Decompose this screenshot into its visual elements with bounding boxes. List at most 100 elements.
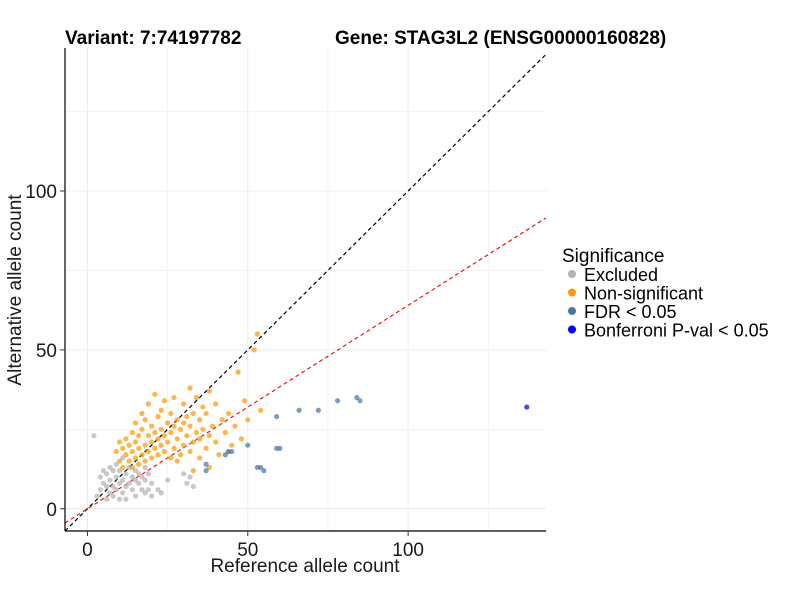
point-excluded <box>110 483 116 490</box>
point-non-significant <box>213 439 219 445</box>
point-non-significant <box>171 394 177 401</box>
point-excluded <box>190 483 196 490</box>
point-excluded <box>129 487 135 493</box>
point-fdr-0-05 <box>274 414 280 420</box>
point-non-significant <box>132 439 139 445</box>
point-non-significant <box>132 455 139 461</box>
point-non-significant <box>216 452 222 458</box>
point-non-significant <box>258 407 264 413</box>
point-excluded <box>142 490 148 496</box>
point-non-significant <box>197 417 203 423</box>
x-axis-ticks: 0 50 100 <box>82 531 424 561</box>
point-non-significant <box>184 433 190 439</box>
y-axis-ticks: 0 50 100 <box>25 182 65 521</box>
point-non-significant <box>161 398 168 404</box>
point-excluded <box>123 496 129 502</box>
point-excluded <box>148 493 155 499</box>
point-excluded <box>116 468 123 474</box>
point-fdr-0-05 <box>277 445 283 451</box>
chart-title-variant: Variant: 7:74197782 <box>65 28 241 49</box>
point-excluded <box>116 480 123 486</box>
point-excluded <box>110 493 116 499</box>
point-non-significant <box>190 410 196 417</box>
x-tick-label: 50 <box>237 540 258 561</box>
point-fdr-0-05 <box>315 407 321 413</box>
point-non-significant <box>168 429 174 436</box>
point-excluded <box>142 477 148 483</box>
point-excluded <box>107 464 113 471</box>
reference-lines <box>65 53 546 531</box>
y-tick-label: 50 <box>36 341 57 362</box>
point-excluded <box>100 480 107 486</box>
point-excluded <box>100 468 107 474</box>
point-excluded <box>187 474 193 480</box>
point-non-significant <box>200 404 206 410</box>
point-non-significant <box>197 436 203 442</box>
chart-title-gene: Gene: STAG3L2 (ENSG00000160828) <box>335 28 666 49</box>
point-non-significant <box>145 433 151 439</box>
point-excluded <box>113 461 119 467</box>
point-excluded <box>97 474 103 480</box>
point-excluded <box>132 468 139 474</box>
point-non-significant <box>148 455 155 461</box>
point-non-significant <box>136 445 142 451</box>
point-non-significant <box>129 464 135 471</box>
point-non-significant <box>158 407 164 413</box>
point-non-significant <box>174 417 180 423</box>
point-non-significant <box>123 452 129 458</box>
point-non-significant <box>161 433 168 439</box>
point-excluded <box>104 483 110 490</box>
point-excluded <box>116 496 123 502</box>
point-non-significant <box>181 420 187 426</box>
data-points <box>91 331 530 502</box>
point-excluded <box>142 464 148 471</box>
point-fdr-0-05 <box>258 464 264 471</box>
point-non-significant <box>222 429 228 436</box>
point-fdr-0-05 <box>203 468 209 474</box>
point-non-significant <box>209 423 216 429</box>
point-excluded <box>132 477 139 483</box>
point-non-significant <box>126 442 132 448</box>
point-non-significant <box>200 426 206 432</box>
point-excluded <box>104 496 110 502</box>
point-non-significant <box>126 458 132 464</box>
point-fdr-0-05 <box>245 442 251 448</box>
point-excluded <box>136 480 142 486</box>
point-non-significant <box>197 455 203 461</box>
point-non-significant <box>155 452 161 458</box>
point-non-significant <box>145 448 151 455</box>
point-excluded <box>120 455 126 461</box>
point-non-significant <box>142 417 148 423</box>
point-non-significant <box>181 442 187 448</box>
point-excluded <box>123 471 129 477</box>
point-non-significant <box>177 426 184 432</box>
point-non-significant <box>155 414 161 420</box>
y-tick-label: 0 <box>46 500 57 521</box>
point-excluded <box>113 487 119 493</box>
point-non-significant <box>193 429 200 436</box>
point-non-significant <box>120 464 126 471</box>
legend-label: FDR < 0.05 <box>584 302 677 322</box>
point-excluded <box>139 487 145 493</box>
point-non-significant <box>206 388 212 394</box>
point-excluded <box>155 487 161 493</box>
point-non-significant <box>177 452 184 458</box>
point-non-significant <box>152 391 158 397</box>
point-non-significant <box>219 417 225 423</box>
x-axis-title: Reference allele count <box>210 556 400 577</box>
point-non-significant <box>235 369 241 375</box>
legend-label: Bonferroni P-val < 0.05 <box>584 321 769 341</box>
point-non-significant <box>139 410 145 417</box>
point-non-significant <box>251 347 257 353</box>
point-excluded <box>158 490 164 496</box>
point-non-significant <box>129 429 135 436</box>
point-non-significant <box>190 439 196 445</box>
point-non-significant <box>136 461 142 467</box>
point-fdr-0-05 <box>334 398 341 404</box>
point-excluded <box>104 471 110 477</box>
point-excluded <box>181 471 187 477</box>
point-non-significant <box>203 410 209 417</box>
point-non-significant <box>165 420 171 426</box>
legend: Significance ExcludedNon-significantFDR … <box>562 246 769 341</box>
